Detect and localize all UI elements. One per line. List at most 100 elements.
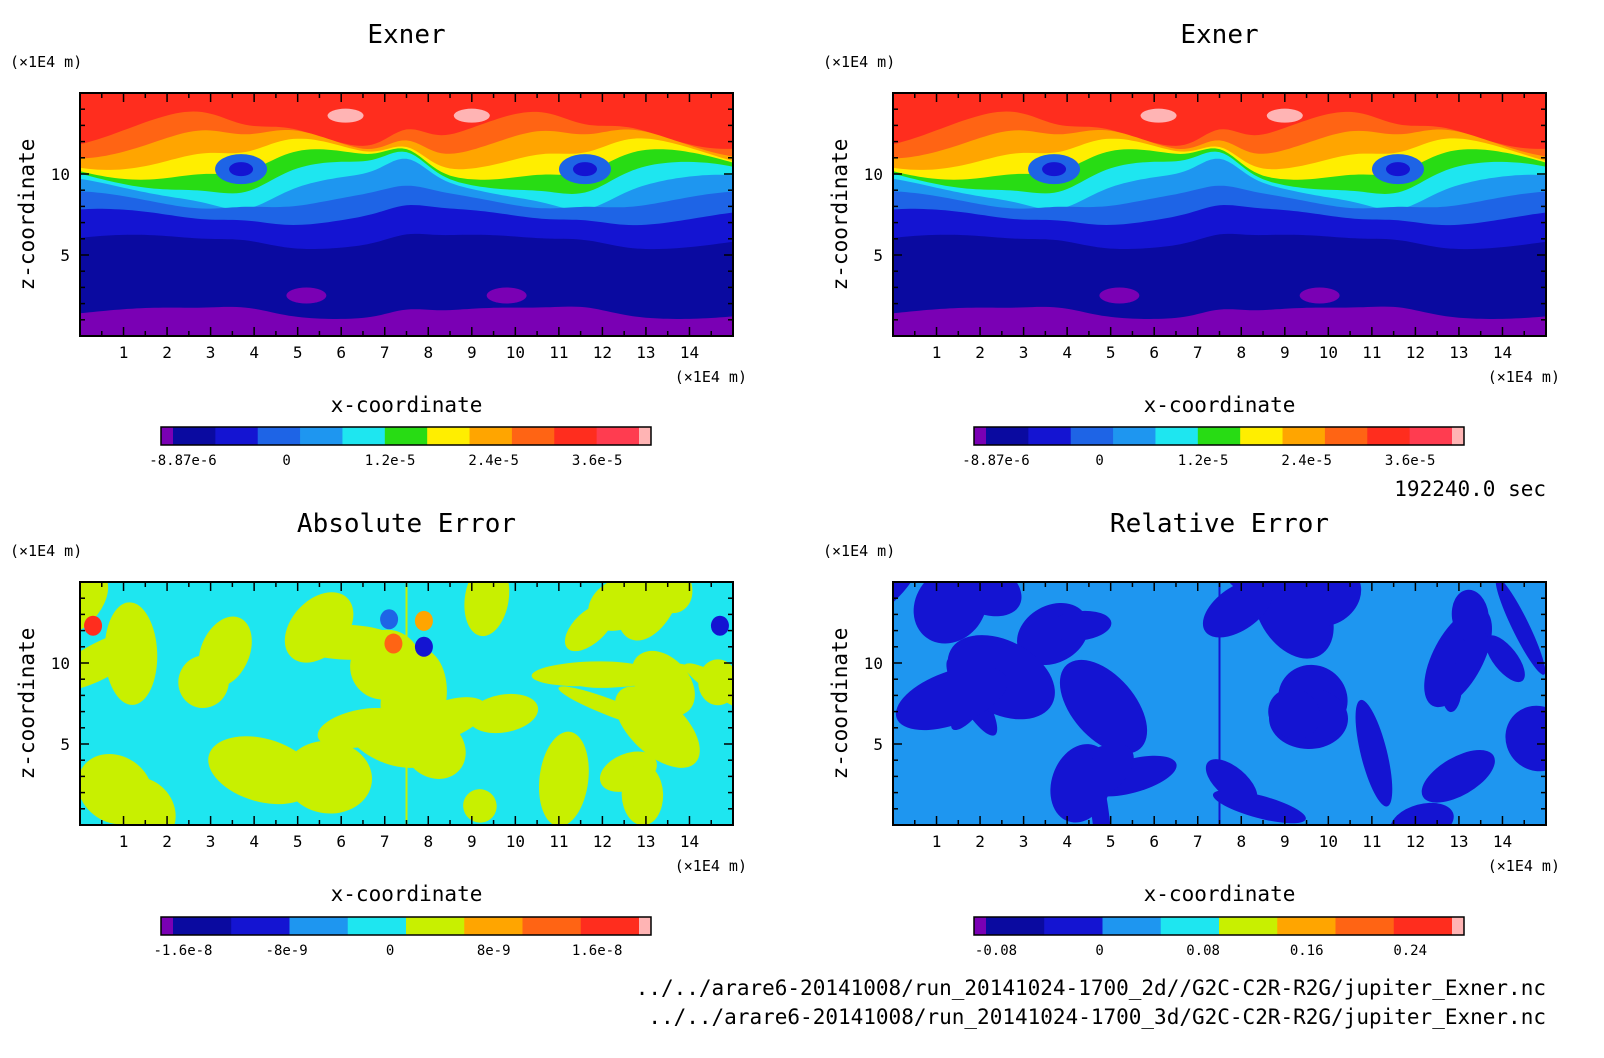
colorbar-frame (973, 426, 1465, 446)
field-blob (1421, 750, 1495, 803)
y-axis-label: z-coordinate (15, 628, 39, 780)
colorbar-swatch (464, 917, 523, 935)
colorbar-swatch (1409, 427, 1453, 445)
field-blob (1089, 757, 1112, 825)
x-tick-label: 3 (1019, 832, 1029, 851)
y-tick-label: 10 (864, 654, 883, 673)
colorbar-label: 3.6e-5 (572, 453, 623, 469)
colorbar-swatch (1102, 917, 1162, 935)
field-blob (621, 763, 664, 825)
x-tick-label: 10 (506, 343, 525, 362)
y-unit-label: (×1E4 m) (823, 542, 895, 560)
colorbar-swatch (1240, 427, 1284, 445)
colorbar-label: 8e-9 (477, 943, 511, 959)
x-tick-label: 8 (423, 832, 433, 851)
field-blob (468, 693, 539, 734)
colorbar-swatch (1452, 427, 1464, 445)
panel-3: Absolute Error(×1E4 m)(×1E4 m)1 2 3 4 5 6 7 8 9 1… (10, 509, 747, 959)
field (80, 582, 733, 825)
colorbar-label: 1.2e-5 (365, 453, 416, 469)
x-tick-label: 11 (1362, 832, 1381, 851)
panel-title: Relative Error (1110, 509, 1329, 539)
colorbar-frame (973, 916, 1465, 936)
x-tick-label: 4 (249, 343, 259, 362)
colorbar-label: 2.4e-5 (468, 453, 519, 469)
field-blob (463, 789, 497, 823)
colorbar-swatch (215, 427, 259, 445)
x-tick-label: 7 (380, 832, 390, 851)
x-tick-label: 9 (467, 343, 477, 362)
x-tick-label: 6 (1149, 832, 1159, 851)
file-path-2: ../../arare6-20141008/run_20141024-1700_… (648, 1005, 1546, 1029)
colorbar-swatch (257, 427, 301, 445)
x-tick-label: 10 (1319, 832, 1338, 851)
colorbar-swatch (596, 427, 640, 445)
field-blob (208, 736, 317, 805)
colorbar: -0.08 0 0.08 0.16 0.24 (973, 916, 1465, 959)
colorbar-swatch (1070, 427, 1114, 445)
colorbar-swatch (347, 917, 407, 935)
x-tick-label: 14 (680, 832, 699, 851)
field-blob (414, 610, 433, 631)
y-unit-label: (×1E4 m) (10, 542, 82, 560)
x-tick-label: 5 (1106, 343, 1116, 362)
colorbar-label: 1.2e-5 (1178, 453, 1229, 469)
field-blob (538, 731, 589, 825)
x-unit-label: (×1E4 m) (675, 857, 747, 875)
x-tick-label: 11 (549, 832, 568, 851)
x-axis-label: x-coordinate (1144, 393, 1296, 417)
colorbar-swatch (639, 917, 651, 935)
x-tick-label: 1 (932, 832, 942, 851)
x-tick-label: 3 (206, 343, 216, 362)
y-tick-label: 10 (864, 165, 883, 184)
file-path-1: ../../arare6-20141008/run_20141024-1700_… (636, 976, 1546, 1000)
field-blob (1099, 287, 1140, 304)
y-unit-label: (×1E4 m) (10, 53, 82, 71)
colorbar-swatch (289, 917, 349, 935)
panel-title: Exner (367, 20, 445, 50)
colorbar-swatch (1282, 427, 1326, 445)
x-tick-label: 12 (1406, 343, 1425, 362)
colorbar-swatch (1113, 427, 1156, 445)
colorbar-swatch (1160, 917, 1220, 935)
colorbar-label: -8.87e-6 (149, 453, 216, 469)
x-tick-label: 14 (1493, 832, 1512, 851)
field-blob (1495, 582, 1546, 675)
colorbar-swatch (1393, 917, 1453, 935)
colorbar-swatch (469, 427, 513, 445)
x-tick-label: 9 (467, 832, 477, 851)
x-tick-label: 7 (380, 343, 390, 362)
field-blob (1390, 802, 1454, 825)
field (80, 93, 733, 336)
field-blob (572, 162, 597, 177)
time-label: 192240.0 sec (1394, 477, 1546, 501)
x-unit-label: (×1E4 m) (1488, 857, 1560, 875)
x-tick-label: 8 (423, 343, 433, 362)
field-blob (384, 633, 403, 654)
field-blob (464, 582, 510, 637)
y-tick-label: 5 (873, 246, 883, 265)
field-blob (1042, 162, 1067, 177)
x-tick-label: 8 (1236, 832, 1246, 851)
x-tick-label: 10 (1319, 343, 1338, 362)
x-tick-label: 4 (1062, 343, 1072, 362)
colorbar-swatch (1044, 917, 1103, 935)
panel-title: Absolute Error (297, 509, 516, 539)
field-blob (286, 287, 327, 304)
x-tick-label: 13 (1449, 343, 1468, 362)
colorbar-label: 3.6e-5 (1385, 453, 1436, 469)
colorbar-swatch (580, 917, 640, 935)
panel-1: Exner(×1E4 m)(×1E4 m)1 2 3 4 5 6 7 8 9 10 11 12 13 14… (10, 20, 747, 469)
colorbar-swatch (1324, 427, 1368, 445)
field-blob (684, 663, 733, 720)
colorbar-label: -0.08 (975, 943, 1017, 959)
colorbar: -8.87e-6 0 1.2e-5 2.4e-5 3.6e-5 (962, 426, 1465, 469)
x-tick-label: 12 (1406, 832, 1425, 851)
colorbar: -8.87e-6 0 1.2e-5 2.4e-5 3.6e-5 (149, 426, 652, 469)
x-tick-label: 13 (636, 343, 655, 362)
x-tick-label: 6 (336, 343, 346, 362)
colorbar-label: -8e-9 (266, 943, 308, 959)
field-band (80, 306, 733, 336)
colorbar-label: 0.16 (1290, 943, 1324, 959)
field-blob (1047, 610, 1112, 641)
